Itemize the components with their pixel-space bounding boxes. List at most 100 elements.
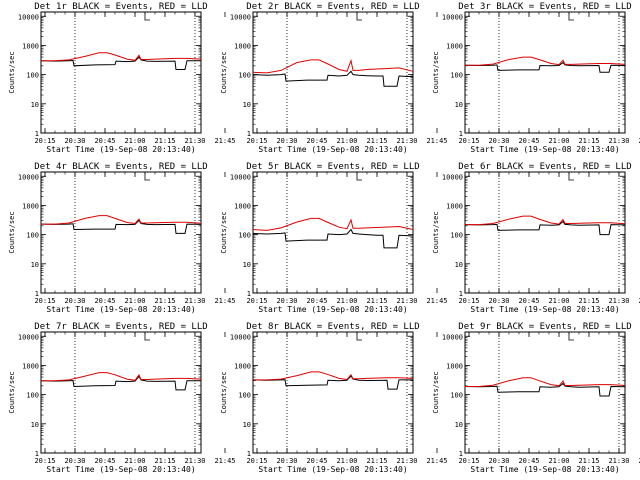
lld-series-line [465, 215, 626, 226]
y-tick-label: 10000 [442, 13, 463, 21]
bracket-marker [568, 12, 574, 21]
chart-title: Det 5r BLACK = Events, RED = LLD [246, 162, 419, 172]
lld-series-line [252, 58, 414, 74]
chart-panel-4: Det 4r BLACK = Events, RED = LLD 1 10 100 10… [8, 162, 236, 314]
x-tick-label: 20:15 [34, 297, 55, 305]
x-axis-label: Start Time (19-Sep-08 20:13:40) [470, 145, 619, 154]
y-axis-label: Counts/sec [432, 211, 440, 253]
x-tick-label: 21:45 [638, 297, 640, 305]
x-tick-label: 21:00 [336, 137, 357, 145]
x-tick-label: 21:15 [578, 457, 599, 465]
y-axis-label: Counts/sec [8, 211, 16, 253]
x-tick-label: 21:00 [548, 137, 569, 145]
y-tick-label: 1 [35, 130, 39, 138]
x-tick-label: 20:45 [518, 137, 539, 145]
plot-frame [252, 171, 414, 294]
y-tick-label: 10 [31, 261, 39, 269]
y-tick-label: 100 [450, 232, 463, 240]
lld-series-line [253, 371, 414, 381]
x-tick-label: 21:15 [366, 457, 387, 465]
x-tick-label: 20:30 [64, 137, 85, 145]
x-axis-label: Start Time (19-Sep-08 20:13:40) [470, 465, 619, 474]
chart-panel-1: Det 1r BLACK = Events, RED = LLD 1 10 100 10… [8, 2, 236, 154]
x-tick-label: 21:45 [638, 457, 640, 465]
x-tick-label: 21:15 [578, 137, 599, 145]
lld-series-line [465, 377, 626, 387]
x-tick-label: 20:45 [306, 297, 327, 305]
x-tick-label: 21:15 [154, 137, 175, 145]
y-tick-label: 1 [35, 290, 39, 298]
x-axis-label: Start Time (19-Sep-08 20:13:40) [46, 465, 195, 474]
x-tick-label: 20:45 [518, 297, 539, 305]
y-tick-label: 10000 [18, 13, 39, 21]
x-tick-label: 20:30 [488, 457, 509, 465]
y-tick-label: 1000 [234, 362, 251, 370]
x-tick-label: 21:30 [608, 297, 629, 305]
events-series-line [40, 375, 201, 391]
plot-frame [252, 331, 414, 454]
x-tick-label: 21:15 [154, 457, 175, 465]
x-tick-label: 21:45 [638, 137, 640, 145]
x-tick-label: 20:30 [276, 457, 297, 465]
y-tick-label: 1000 [446, 42, 463, 50]
x-tick-label: 20:15 [458, 297, 479, 305]
y-tick-label: 1000 [446, 362, 463, 370]
y-axis-label: Counts/sec [8, 371, 16, 413]
x-tick-label: 20:45 [94, 297, 115, 305]
x-tick-label: 21:00 [548, 457, 569, 465]
x-tick-label: 21:45 [214, 137, 235, 145]
bracket-marker [568, 332, 574, 341]
plot-frame [40, 171, 202, 294]
x-tick-label: 20:15 [458, 137, 479, 145]
plot-frame [252, 11, 414, 134]
x-tick-label: 21:45 [214, 457, 235, 465]
y-axis-label: Counts/sec [8, 51, 16, 93]
y-tick-label: 1000 [22, 362, 39, 370]
bracket-marker [356, 12, 362, 21]
x-tick-label: 20:15 [246, 457, 267, 465]
chart-panel-3: Det 3r BLACK = Events, RED = LLD 1 10 100 10… [432, 2, 640, 154]
x-tick-label: 20:30 [488, 137, 509, 145]
y-tick-label: 1 [459, 290, 463, 298]
x-tick-label: 21:30 [396, 457, 417, 465]
y-axis-label: Counts/sec [220, 211, 228, 253]
chart-panel-7: Det 7r BLACK = Events, RED = LLD 1 10 100 10… [8, 322, 236, 474]
y-tick-label: 1 [459, 130, 463, 138]
plot-frame [464, 171, 626, 294]
x-tick-label: 21:00 [124, 297, 145, 305]
x-tick-label: 20:15 [246, 297, 267, 305]
chart-panel-5: Det 5r BLACK = Events, RED = LLD 1 10 100 10… [220, 162, 448, 314]
y-tick-label: 100 [450, 72, 463, 80]
x-tick-label: 20:30 [64, 297, 85, 305]
y-axis-label: Counts/sec [432, 51, 440, 93]
x-tick-label: 20:45 [518, 457, 539, 465]
y-tick-label: 100 [26, 72, 39, 80]
x-tick-label: 21:15 [366, 297, 387, 305]
y-tick-label: 1 [459, 450, 463, 458]
x-axis-label: Start Time (19-Sep-08 20:13:40) [258, 305, 407, 314]
x-axis-label: Start Time (19-Sep-08 20:13:40) [46, 145, 195, 154]
y-tick-label: 10 [31, 421, 39, 429]
x-axis-label: Start Time (19-Sep-08 20:13:40) [470, 305, 619, 314]
chart-title: Det 9r BLACK = Events, RED = LLD [458, 322, 631, 332]
x-tick-label: 20:30 [276, 137, 297, 145]
bracket-marker [144, 12, 150, 21]
events-series-line [464, 61, 626, 73]
y-tick-label: 1 [247, 130, 251, 138]
y-tick-label: 1000 [446, 202, 463, 210]
chart-title: Det 7r BLACK = Events, RED = LLD [34, 322, 207, 332]
y-tick-label: 100 [450, 392, 463, 400]
plot-frame [464, 331, 626, 454]
chart-title: Det 8r BLACK = Events, RED = LLD [246, 322, 419, 332]
x-axis-label: Start Time (19-Sep-08 20:13:40) [258, 145, 407, 154]
x-tick-label: 20:15 [34, 137, 55, 145]
chart-panel-8: Det 8r BLACK = Events, RED = LLD 1 10 100 10… [220, 322, 448, 474]
bracket-marker [568, 172, 574, 181]
lld-series-line [465, 56, 626, 66]
events-series-line [40, 219, 202, 234]
y-axis-label: Counts/sec [220, 51, 228, 93]
y-tick-label: 10 [455, 101, 463, 109]
x-tick-label: 20:15 [246, 137, 267, 145]
x-tick-label: 21:30 [396, 297, 417, 305]
